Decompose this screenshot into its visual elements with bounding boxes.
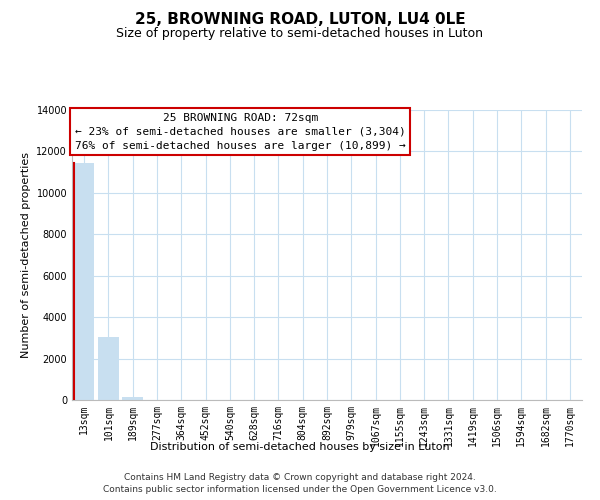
- Text: Contains HM Land Registry data © Crown copyright and database right 2024.: Contains HM Land Registry data © Crown c…: [124, 472, 476, 482]
- Text: 25, BROWNING ROAD, LUTON, LU4 0LE: 25, BROWNING ROAD, LUTON, LU4 0LE: [134, 12, 466, 28]
- Bar: [98, 338, 119, 400]
- Bar: [122, 398, 143, 400]
- Text: Contains public sector information licensed under the Open Government Licence v3: Contains public sector information licen…: [103, 485, 497, 494]
- Bar: [74, 163, 94, 400]
- Text: Size of property relative to semi-detached houses in Luton: Size of property relative to semi-detach…: [116, 28, 484, 40]
- Text: 25 BROWNING ROAD: 72sqm
← 23% of semi-detached houses are smaller (3,304)
76% of: 25 BROWNING ROAD: 72sqm ← 23% of semi-de…: [75, 113, 406, 151]
- Text: Distribution of semi-detached houses by size in Luton: Distribution of semi-detached houses by …: [150, 442, 450, 452]
- Y-axis label: Number of semi-detached properties: Number of semi-detached properties: [21, 152, 31, 358]
